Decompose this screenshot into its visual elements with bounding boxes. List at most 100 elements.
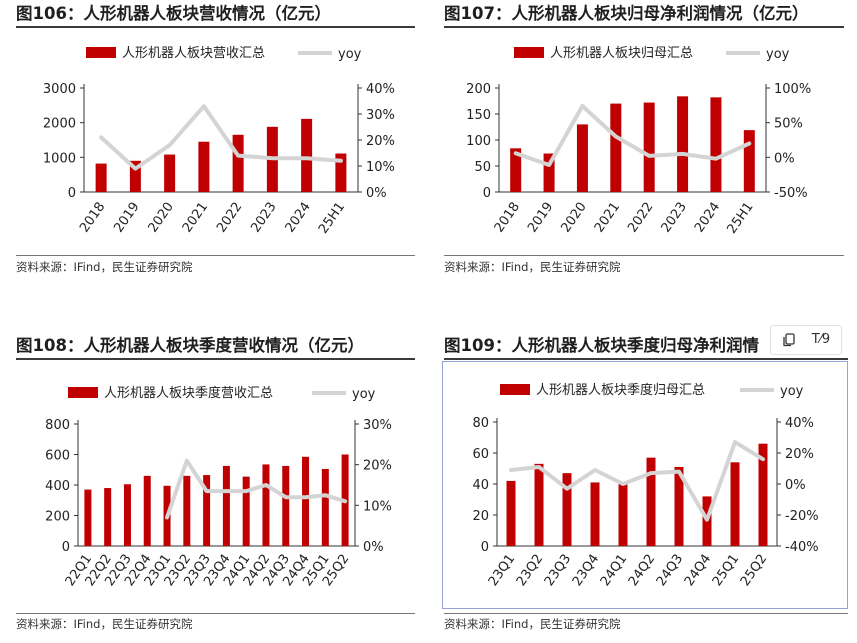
right-axis-tick-label: 0% [785, 478, 806, 493]
right-axis-tick-label: 40% [785, 416, 814, 431]
left-axis-tick-label: 400 [45, 479, 70, 494]
text-recognize-button[interactable]: T⁄9 [809, 330, 833, 350]
left-axis-tick-label: 40 [472, 478, 489, 493]
revenue-annual-chart: 人形机器人板块营收汇总 yoy 0 1000 2000 3000 0% 10% 20% 30% 40… [43, 46, 395, 237]
left-axis-tick-label: 0 [62, 540, 70, 555]
right-axis-tick-label: 30% [366, 108, 395, 123]
chart-title: 图109：人形机器人板块季度归母净利润情 [444, 336, 759, 355]
bar [242, 476, 250, 546]
bar [198, 141, 210, 192]
left-axis-tick-label: 50 [474, 160, 491, 175]
legend-bar-label: 人形机器人板块季度营收汇总 [104, 385, 273, 401]
bar [104, 488, 112, 546]
panel-fig106: 图106：人形机器人板块营收情况（亿元） 人形机器人板块营收汇总 yoy 0 1000… [16, 0, 426, 290]
floating-toolbar: T⁄9 [770, 325, 842, 355]
chart-title: 图108：人形机器人板块季度营收情况（亿元） [16, 336, 364, 355]
yoy-line [509, 440, 765, 522]
legend-line-label: yoy [352, 387, 376, 402]
yoy-line [99, 104, 343, 171]
bar [677, 96, 689, 192]
legend-bar-swatch [514, 47, 544, 58]
legend-bar-label: 人形机器人板块季度归母汇总 [536, 382, 705, 398]
bar [730, 462, 740, 546]
x-axis-tick-label: 2018 [77, 200, 108, 236]
x-axis-tick-label: 2019 [525, 200, 556, 236]
copy-icon [783, 333, 795, 347]
right-axis-tick-label: 40% [366, 82, 395, 97]
left-axis-tick-label: 200 [45, 510, 70, 525]
title-divider [444, 358, 848, 360]
text-recognize-icon: T⁄9 [811, 332, 831, 347]
x-axis-tick-label: 2018 [492, 200, 523, 236]
x-axis-tick-label: 2021 [180, 200, 211, 236]
x-axis-tick-label: 2024 [692, 200, 723, 236]
x-axis-tick-label: 2024 [283, 200, 314, 236]
bar [576, 124, 588, 192]
right-axis-tick-label: 20% [363, 459, 392, 474]
left-axis-tick-label: 600 [45, 449, 70, 464]
right-axis-tick-label: 0% [366, 186, 387, 201]
legend-line-label: yoy [780, 384, 804, 399]
bar [164, 154, 176, 192]
left-axis-tick-label: 20 [472, 509, 489, 524]
bar [302, 456, 310, 546]
legend-bar-swatch [500, 384, 530, 395]
bar [618, 484, 628, 546]
left-axis-tick-label: 60 [472, 447, 489, 462]
bar [282, 465, 290, 546]
source-note: 资料来源：IFind，民生证券研究院 [16, 260, 193, 274]
left-axis-tick-label: 1000 [43, 151, 76, 166]
source-divider [444, 613, 848, 614]
right-axis-tick-label: 0% [774, 151, 795, 166]
right-axis-tick-label: 20% [366, 134, 395, 149]
x-axis-tick-label: 2019 [111, 200, 142, 236]
left-axis-tick-label: 100 [466, 134, 491, 149]
bar [710, 97, 722, 192]
profit-quarterly-chart[interactable]: 人形机器人板块季度归母汇总 yoy 0 20 40 60 80 -40% -20% 0% 20% 40… [444, 368, 854, 608]
revenue-quarterly-chart: 人形机器人板块季度营收汇总 yoy 0 200 400 600 800 0% 10% 20% 30%… [45, 385, 392, 589]
selection-highlight [442, 361, 848, 609]
x-axis-tick-label: 2020 [146, 200, 177, 236]
panel-fig107: 图107：人形机器人板块归母净利润情况（亿元） 人形机器人板块归母汇总 yoy 0 5… [444, 0, 854, 290]
source-divider [16, 613, 415, 614]
bar [84, 489, 92, 546]
bar [643, 102, 655, 192]
left-axis-tick-label: 800 [45, 418, 70, 433]
x-axis-tick-label: 25H1 [316, 200, 348, 237]
bar [743, 130, 755, 192]
profit-annual-chart: 人形机器人板块归母汇总 yoy 0 50 100 150 200 -50% 0% 50% 100% 2… [466, 46, 811, 237]
legend-bar-swatch [86, 47, 116, 58]
legend-bar-label: 人形机器人板块归母汇总 [550, 46, 693, 61]
bar [590, 482, 600, 546]
bar [232, 134, 244, 192]
yoy-line [165, 458, 348, 520]
left-axis-tick-label: 0 [68, 186, 76, 201]
x-axis-tick-label: 2020 [558, 200, 589, 236]
right-axis-tick-label: 0% [363, 540, 384, 555]
title-divider [16, 358, 415, 360]
right-axis-tick-label: 20% [785, 447, 814, 462]
source-note: 资料来源：IFind，民生证券研究院 [444, 617, 621, 631]
left-axis-tick-label: 150 [466, 108, 491, 123]
x-axis-tick-label: 2022 [625, 200, 656, 236]
chart-title: 图106：人形机器人板块营收情况（亿元） [16, 4, 331, 23]
x-axis-tick-label: 2021 [592, 200, 623, 236]
legend-bar-swatch [68, 387, 98, 398]
right-axis-tick-label: -50% [774, 186, 808, 201]
x-axis-tick-label: 25H1 [724, 200, 756, 237]
bar [758, 443, 768, 546]
right-axis-tick-label: 100% [774, 82, 811, 97]
bar [335, 153, 347, 192]
source-note: 资料来源：IFind，民生证券研究院 [444, 260, 621, 274]
left-axis-tick-label: 80 [472, 416, 489, 431]
legend-line-label: yoy [766, 47, 790, 62]
panel-fig108: 图108：人形机器人板块季度营收情况（亿元） 人形机器人板块季度营收汇总 yoy 0… [16, 332, 426, 643]
bar [610, 103, 622, 192]
left-axis-tick-label: 3000 [43, 82, 76, 97]
title-divider [16, 26, 415, 28]
copy-button[interactable] [777, 330, 801, 350]
bar [203, 475, 211, 546]
legend-line-label: yoy [338, 47, 362, 62]
bar [534, 463, 544, 546]
right-axis-tick-label: -20% [785, 509, 819, 524]
